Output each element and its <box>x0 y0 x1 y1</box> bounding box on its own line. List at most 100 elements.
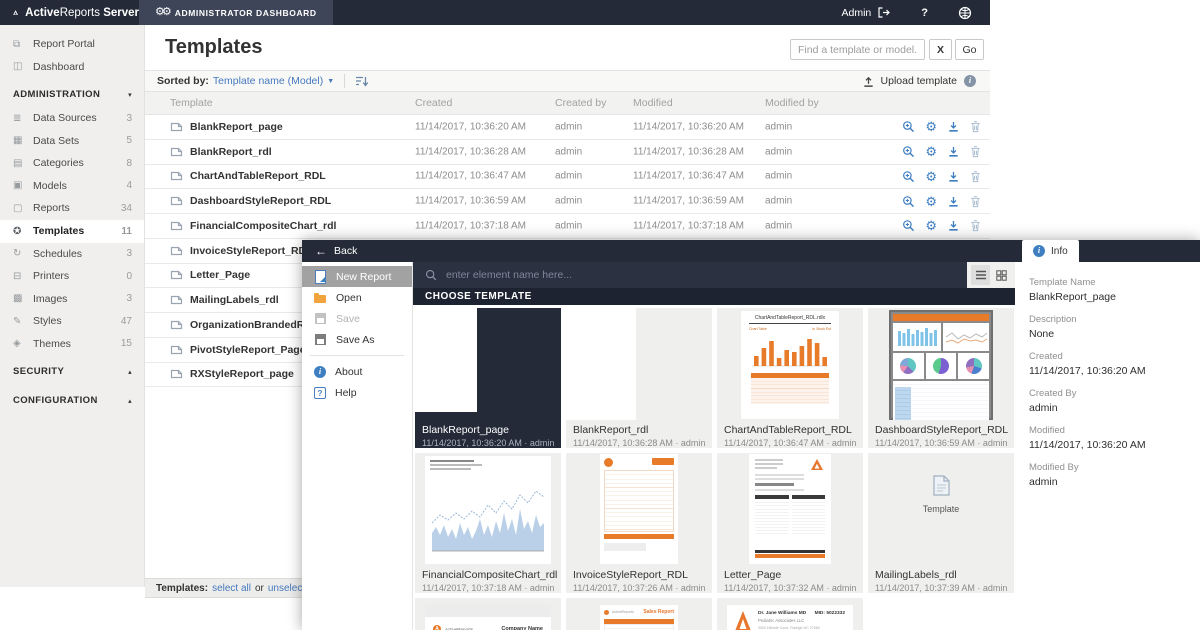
sidebar-section-administration[interactable]: ADMINISTRATION ▾ <box>0 82 144 107</box>
download-icon[interactable] <box>947 145 960 158</box>
user-menu[interactable]: Admin <box>842 7 892 19</box>
template-name-cell[interactable]: DashboardStyleReport_RDL <box>170 195 331 207</box>
thumb-table <box>751 373 829 404</box>
template-name-cell[interactable]: RXStyleReport_page <box>170 368 294 380</box>
table-row-financialcompositechart-rdl[interactable]: FinancialCompositeChart_rdl 11/14/2017, … <box>145 214 990 239</box>
grid-view-button[interactable] <box>992 265 1011 285</box>
template-card-partial-company[interactable]: A ActiveReports Company Name <box>415 598 561 630</box>
delete-trash-icon[interactable] <box>970 120 981 133</box>
sidebar-item-data-sources[interactable]: ≣ Data Sources 3 <box>0 107 144 130</box>
menu-item-save-as[interactable]: Save As <box>302 329 412 350</box>
schedules-icon: ↻ <box>13 248 22 260</box>
template-card-letter-page[interactable]: Letter_Page 11/14/2017, 10:37:32 AM · ad… <box>717 453 863 593</box>
sidebar-item-dashboard[interactable]: ◫ Dashboard <box>0 56 144 79</box>
upload-info-icon[interactable]: i <box>964 75 976 87</box>
menu-item-help[interactable]: Help <box>302 382 412 403</box>
menu-item-new-report[interactable]: New Report <box>302 266 412 287</box>
delete-trash-icon[interactable] <box>970 170 981 183</box>
help-button[interactable]: ? <box>921 6 928 19</box>
list-footer: Templates: select all or unselect all <box>145 578 318 598</box>
template-name-cell[interactable]: FinancialCompositeChart_rdl <box>170 220 336 232</box>
upload-template-button[interactable]: Upload template <box>862 75 957 88</box>
template-name-cell[interactable]: BlankReport_rdl <box>170 146 272 158</box>
preview-icon[interactable] <box>902 120 915 133</box>
sidebar-item-reports[interactable]: ▢ Reports 34 <box>0 197 144 220</box>
delete-trash-icon[interactable] <box>970 195 981 208</box>
template-name-cell[interactable]: PivotStyleReport_Page <box>170 344 306 356</box>
sidebar-section-security[interactable]: SECURITY ▴ <box>0 359 144 384</box>
sidebar-item-printers[interactable]: ⊟ Printers 0 <box>0 265 144 288</box>
modified-cell: 11/14/2017, 10:37:18 AM <box>633 220 745 232</box>
settings-gear-icon[interactable]: ⚙ <box>925 144 937 160</box>
list-view-button[interactable] <box>971 265 990 285</box>
download-icon[interactable] <box>947 120 960 133</box>
settings-gear-icon[interactable]: ⚙ <box>925 218 937 234</box>
table-row-chartandtablereport-rdl[interactable]: ChartAndTableReport_RDL 11/14/2017, 10:3… <box>145 164 990 190</box>
sidebar-item-themes[interactable]: ◈ Themes 15 <box>0 333 144 356</box>
table-row-blankreport-rdl[interactable]: BlankReport_rdl 11/14/2017, 10:36:28 AM … <box>145 139 990 165</box>
preview-icon[interactable] <box>902 195 915 208</box>
sign-out-icon <box>878 7 891 18</box>
sidebar-item-count: 47 <box>120 315 132 327</box>
unselect-all-link[interactable]: unselect all <box>267 582 318 594</box>
element-search-input[interactable] <box>446 269 846 281</box>
menu-item-open[interactable]: Open <box>302 287 412 308</box>
thumb-generic-template: Template <box>868 453 1014 565</box>
menu-item-about[interactable]: About <box>302 361 412 382</box>
tab-administrator-dashboard[interactable]: ⚙⚙ ADMINISTRATOR DASHBOARD <box>139 0 333 25</box>
clear-search-button[interactable]: X <box>929 39 952 60</box>
preview-icon[interactable] <box>902 219 915 232</box>
template-card-invoicestylereport-rdl[interactable]: InvoiceStyleReport_RDL 11/14/2017, 10:37… <box>566 453 712 593</box>
download-icon[interactable] <box>947 195 960 208</box>
template-name-cell[interactable]: ChartAndTableReport_RDL <box>170 170 326 182</box>
search-input[interactable] <box>790 39 925 60</box>
template-name-cell[interactable]: Letter_Page <box>170 269 250 281</box>
info-tab[interactable]: i Info <box>1022 240 1079 262</box>
app-title: ActiveReports Server <box>25 6 139 19</box>
created-cell: 11/14/2017, 10:37:18 AM <box>415 220 527 232</box>
template-name-cell[interactable]: InvoiceStyleReport_RDL <box>170 245 313 257</box>
preview-icon[interactable] <box>902 145 915 158</box>
sidebar-item-schedules[interactable]: ↻ Schedules 3 <box>0 243 144 266</box>
sidebar-item-templates[interactable]: ✪ Templates 11 <box>0 219 144 243</box>
sidebar-item-images[interactable]: ▩ Images 3 <box>0 288 144 311</box>
sort-field-dropdown[interactable]: Template name (Model) ▼ <box>213 75 334 87</box>
select-all-link[interactable]: select all <box>212 582 251 594</box>
download-icon[interactable] <box>947 170 960 183</box>
settings-gear-icon[interactable]: ⚙ <box>925 168 937 184</box>
modified-by-cell: admin <box>765 195 793 207</box>
table-row-dashboardstylereport-rdl[interactable]: DashboardStyleReport_RDL 11/14/2017, 10:… <box>145 189 990 214</box>
template-card-blankreport-page[interactable]: BlankReport_page 11/14/2017, 10:36:20 AM… <box>415 308 561 448</box>
themes-icon: ◈ <box>13 338 21 350</box>
sidebar-item-data-sets[interactable]: ▦ Data Sets 5 <box>0 130 144 153</box>
template-name-cell[interactable]: MailingLabels_rdl <box>170 294 279 306</box>
template-card-dashboardstylereport-rdl[interactable]: DashboardStyleReport_RDL 11/14/2017, 10:… <box>868 308 1014 448</box>
settings-gear-icon[interactable]: ⚙ <box>925 119 937 135</box>
table-row-blankreport-page[interactable]: BlankReport_page 11/14/2017, 10:36:20 AM… <box>145 115 990 140</box>
template-card-grid: BlankReport_page 11/14/2017, 10:36:20 AM… <box>413 305 1015 630</box>
back-button[interactable]: ← Back <box>315 240 357 262</box>
sidebar-section-configuration[interactable]: CONFIGURATION ▴ <box>0 388 144 413</box>
settings-gear-icon[interactable]: ⚙ <box>925 193 937 209</box>
template-name-cell[interactable]: BlankReport_page <box>170 121 283 133</box>
go-search-button[interactable]: Go <box>955 39 984 60</box>
template-card-mailinglabels-rdl[interactable]: Template MailingLabels_rdl 11/14/2017, 1… <box>868 453 1014 593</box>
delete-trash-icon[interactable] <box>970 219 981 232</box>
delete-trash-icon[interactable] <box>970 145 981 158</box>
template-card-blankreport-rdl[interactable]: BlankReport_rdl 11/14/2017, 10:36:28 AM … <box>566 308 712 448</box>
download-icon[interactable] <box>947 219 960 232</box>
sidebar-item-count: 34 <box>120 202 132 214</box>
sort-direction-button[interactable] <box>355 75 369 88</box>
language-globe-button[interactable] <box>958 6 972 20</box>
template-card-partial-rx[interactable]: Dr. Jane Williams MD MID: 5022332 Pediatr… <box>717 598 863 630</box>
template-card-partial-sales[interactable]: ActiveReports Sales Report <box>566 598 712 630</box>
template-card-name: ChartAndTableReport_RDL <box>724 424 852 436</box>
preview-icon[interactable] <box>902 170 915 183</box>
template-thumbnail: ChartAndTableReport_RDL.rdlx Chart Table… <box>717 308 863 420</box>
sidebar-item-models[interactable]: ▣ Models 4 <box>0 175 144 198</box>
sidebar-item-categories[interactable]: ▤ Categories 8 <box>0 152 144 175</box>
template-card-financialcompositechart-rdl[interactable]: FinancialCompositeChart_rdl 11/14/2017, … <box>415 453 561 593</box>
sidebar-item-styles[interactable]: ✎ Styles 47 <box>0 310 144 333</box>
sidebar-item-report-portal[interactable]: ⧉ Report Portal <box>0 33 144 56</box>
template-card-chartandtablereport-rdl[interactable]: ChartAndTableReport_RDL.rdlx Chart Table… <box>717 308 863 448</box>
